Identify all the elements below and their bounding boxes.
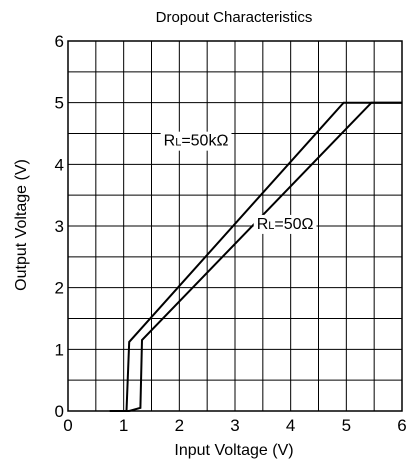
series-label-1: RL=50kΩ	[164, 133, 229, 150]
series-label-background	[253, 214, 317, 234]
y-axis-label: Output Voltage (V)	[13, 159, 30, 291]
plot-frame	[67, 40, 403, 412]
x-tick-label: 1	[119, 416, 128, 435]
x-tick-label: 5	[342, 416, 351, 435]
chart-title: Dropout Characteristics	[156, 9, 313, 26]
x-tick-label: 0	[63, 416, 72, 435]
y-tick-label: 5	[55, 94, 64, 113]
x-axis-label: Input Voltage (V)	[174, 442, 293, 459]
y-tick-label: 2	[55, 279, 64, 298]
series-label-2: RL=50Ω	[257, 216, 314, 233]
series-label-background	[160, 131, 232, 151]
x-tick-label: 3	[230, 416, 239, 435]
x-tick-label: 2	[175, 416, 184, 435]
y-tick-label: 1	[55, 340, 64, 359]
y-tick-label: 3	[55, 217, 64, 236]
y-tick-label: 6	[55, 32, 64, 51]
grid	[68, 41, 402, 411]
tick-labels: 0 1 2 3 4 5 6 0 1 2 3 4 5 6	[55, 32, 407, 435]
series-labels: RL=50kΩ RL=50Ω	[160, 131, 317, 234]
y-tick-label: 4	[55, 155, 64, 174]
x-tick-label: 4	[286, 416, 295, 435]
y-tick-label: 0	[55, 402, 64, 421]
x-tick-label: 6	[397, 416, 406, 435]
